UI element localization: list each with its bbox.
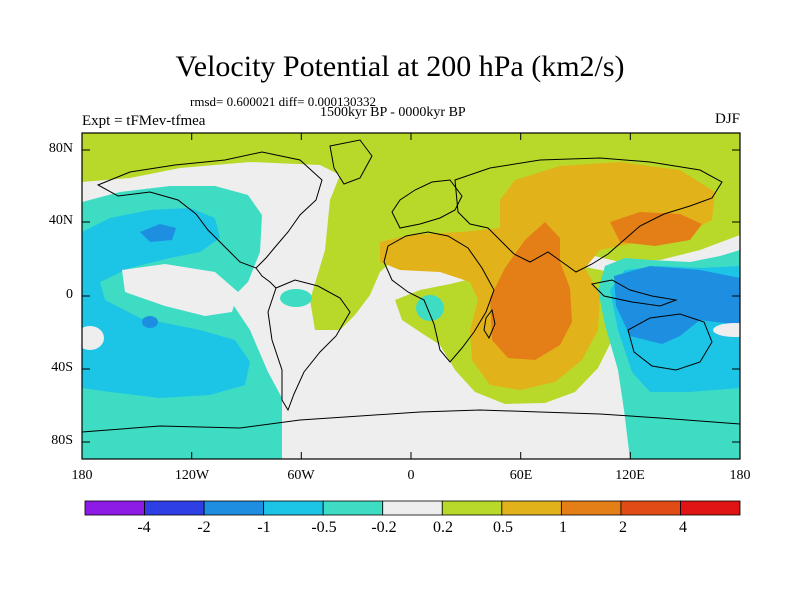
- contour-pos-1-india: [490, 222, 572, 360]
- coastline-europe: [391, 179, 463, 229]
- coastline-australia: [627, 313, 713, 371]
- colorbar-label: 0.2: [433, 519, 453, 536]
- contour-neg-0.2-west-edge: [82, 326, 104, 350]
- experiment-label: Expt = tFMev-tfmea: [82, 113, 206, 129]
- lat-tick-80s: 80S: [51, 433, 73, 448]
- coastline-antarctica: [82, 409, 740, 433]
- axis-ticks: [81, 133, 741, 459]
- colorbar-label: 2: [619, 519, 627, 536]
- contour-field: [82, 133, 740, 459]
- colorbar-swatch: [322, 500, 384, 516]
- lat-tick-40s: 40S: [51, 360, 73, 375]
- contour-neg-0.2-atlantic: [416, 295, 444, 321]
- colorbar-swatch: [382, 500, 443, 516]
- colorbar-swatch: [144, 500, 205, 516]
- colorbar-label: -1: [257, 519, 271, 536]
- lon-tick-60w: 60W: [287, 468, 315, 483]
- colorbar-label: -0.5: [311, 519, 337, 536]
- coastline-greenland: [329, 139, 373, 185]
- colorbar-label: 0.5: [493, 519, 513, 536]
- coastline-central-america: [255, 267, 277, 289]
- lon-tick-60e: 60E: [509, 468, 533, 483]
- colorbar-label: -4: [137, 519, 151, 536]
- contour-neg-1-spac: [142, 316, 158, 328]
- contour-neg-0.2-amazon: [280, 289, 312, 307]
- lon-tick-120e: 120E: [615, 468, 645, 483]
- colorbar: [84, 500, 741, 516]
- colorbar-label: -0.2: [371, 519, 397, 536]
- contour-neg-1-wpac: [614, 266, 740, 344]
- coastline-madagascar: [483, 308, 496, 340]
- colorbar-label: 1: [559, 519, 567, 536]
- lat-tick-0: 0: [66, 287, 73, 302]
- coastline-indonesia: [590, 279, 678, 307]
- contour-pos-1-japan: [610, 212, 702, 246]
- lat-tick-80n: 80N: [48, 141, 73, 156]
- colorbar-swatch: [263, 500, 324, 516]
- chart-title: Velocity Potential at 200 hPa (km2/s): [175, 50, 625, 83]
- colorbar-swatch: [501, 500, 562, 516]
- rmsd-diff-stats: rmsd= 0.600021 diff= 0.000130332: [190, 94, 376, 109]
- lon-tick-120w: 120W: [174, 468, 210, 483]
- contour-neg-0.2-eq-pacific: [122, 264, 238, 316]
- contour-neg-0.5-epac: [82, 208, 250, 398]
- colorbar-label: -2: [197, 519, 211, 536]
- lat-tick-40n: 40N: [48, 213, 73, 228]
- colorbar-swatch: [84, 500, 145, 516]
- season-label: DJF: [714, 111, 740, 127]
- colorbar-swatch: [560, 500, 622, 516]
- coastline-south-america: [267, 279, 351, 412]
- period-subtitle: 1500kyr BP - 0000kyr BP: [320, 105, 466, 120]
- coastline-asia: [454, 157, 723, 273]
- lon-tick-180e: 180: [729, 468, 751, 483]
- lon-tick-180w: 180: [71, 468, 93, 483]
- colorbar-swatch: [620, 500, 681, 516]
- contour-neg-0.2-dateline: [713, 323, 740, 337]
- lon-tick-0: 0: [407, 468, 415, 483]
- coastlines: [82, 139, 740, 433]
- colorbar-swatch: [441, 500, 503, 516]
- colorbar-swatch: [203, 500, 265, 516]
- colorbar-label: 4: [679, 519, 687, 536]
- contour-neg-1-npac: [140, 224, 176, 242]
- coastline-africa: [383, 231, 495, 363]
- colorbar-swatch: [680, 500, 741, 516]
- coastline-north-america: [96, 151, 323, 269]
